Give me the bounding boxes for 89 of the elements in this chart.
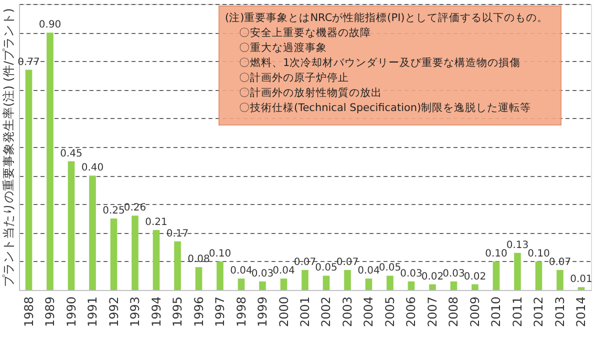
data-label: 0.17 xyxy=(166,228,189,240)
x-tick-label: 1988 xyxy=(22,296,36,328)
data-label: 0.04 xyxy=(230,266,252,277)
bar xyxy=(110,218,118,290)
bar xyxy=(259,281,266,290)
data-label: 0.07 xyxy=(548,256,572,268)
data-label: 0.03 xyxy=(442,268,465,280)
bar xyxy=(578,287,585,290)
data-label: 0.08 xyxy=(188,254,210,266)
data-label: 0.03 xyxy=(251,268,274,280)
x-tick-label: 1992 xyxy=(106,296,121,328)
bar xyxy=(132,216,138,290)
bar xyxy=(238,278,245,290)
annotation: 〇安全上重要な機器の故障 xyxy=(239,26,371,39)
data-label: 0.26 xyxy=(124,202,146,214)
annotation: 〇燃料、1次冷却材バウンダリー及び重要な構造物の損傷 xyxy=(239,56,521,69)
data-label: 0.02 xyxy=(421,271,444,282)
x-tick-label: 2006 xyxy=(404,296,418,328)
bar xyxy=(365,278,372,290)
x-tick-label: 2014 xyxy=(574,296,588,328)
x-tick-label: 1998 xyxy=(234,296,248,328)
data-label: 0.45 xyxy=(60,148,82,160)
bar xyxy=(514,252,521,290)
bar xyxy=(556,270,564,290)
data-label: 0.90 xyxy=(38,20,62,31)
data-label: 0.01 xyxy=(570,274,592,286)
data-label: 0.10 xyxy=(528,248,550,260)
x-tick-label: 1994 xyxy=(149,296,164,328)
x-tick-label: 1991 xyxy=(86,296,100,328)
data-label: 0.13 xyxy=(506,240,529,251)
x-tick-label: 2004 xyxy=(362,296,376,328)
x-tick-label: 1989 xyxy=(43,296,58,328)
annotation: 〇計画外の原子炉停止 xyxy=(239,71,349,84)
x-tick-label: 1990 xyxy=(64,296,78,328)
data-label: 0.07 xyxy=(336,256,359,268)
x-tick-label: 1996 xyxy=(192,296,206,328)
annotation: (注)重要事象とはNRCが性能指標(PI)として評価する以下のもの。 xyxy=(225,11,548,24)
bar xyxy=(429,284,436,290)
x-tick-label: 2013 xyxy=(552,296,567,328)
data-label: 0.25 xyxy=(102,206,125,216)
data-label: 0.77 xyxy=(18,56,40,68)
bar xyxy=(472,284,478,290)
bar xyxy=(46,32,54,290)
bar xyxy=(195,267,202,290)
x-tick-label: 1997 xyxy=(213,296,228,328)
x-tick-label: 2002 xyxy=(319,296,334,328)
data-label: 0.07 xyxy=(294,256,316,268)
x-tick-label: 2008 xyxy=(446,296,461,328)
x-tick-label: 2000 xyxy=(276,296,291,328)
x-tick-label: 2011 xyxy=(510,296,524,328)
x-tick-label: 2009 xyxy=(468,296,482,328)
data-label: 0.02 xyxy=(464,271,486,282)
bar xyxy=(344,270,351,290)
data-label: 0.10 xyxy=(485,248,508,260)
bar xyxy=(450,281,458,290)
bar xyxy=(216,261,224,290)
x-tick-label: 2005 xyxy=(382,296,397,328)
x-tick-label: 1999 xyxy=(256,296,270,328)
annotation: 〇重大な過渡事象 xyxy=(239,41,327,54)
bar xyxy=(174,241,181,290)
y-axis-title: プラント当たりの重要事象発生率(注) (件/プラント) xyxy=(2,8,16,287)
bar xyxy=(535,261,542,290)
data-label: 0.05 xyxy=(378,262,402,274)
data-label: 0.05 xyxy=(315,262,338,274)
x-tick-label: 2007 xyxy=(425,296,440,328)
annotation: 〇計画外の放射性物質の放出 xyxy=(239,86,382,99)
bar xyxy=(152,230,160,290)
bar xyxy=(322,276,330,290)
data-label: 0.40 xyxy=(81,162,104,174)
bar xyxy=(492,261,500,290)
x-tick-label: 2010 xyxy=(489,296,504,328)
bar xyxy=(280,278,288,290)
bar xyxy=(302,270,308,290)
x-tick-label: 2012 xyxy=(532,296,546,328)
x-tick-label: 2001 xyxy=(298,296,312,328)
x-tick-label: 1993 xyxy=(128,296,142,328)
bar xyxy=(25,70,32,290)
data-label: 0.03 xyxy=(400,268,422,280)
bar xyxy=(68,161,75,290)
annotation: 〇技術仕様(Technical Specification)制限を逸脱した運転等 xyxy=(239,101,532,114)
bar xyxy=(89,176,96,290)
data-label: 0.04 xyxy=(358,266,380,277)
bar xyxy=(408,281,415,290)
data-label: 0.10 xyxy=(208,248,232,260)
x-tick-label: 2003 xyxy=(340,296,354,328)
x-tick-label: 1995 xyxy=(170,296,185,328)
data-label: 0.04 xyxy=(272,266,295,277)
data-label: 0.21 xyxy=(145,216,168,228)
bar xyxy=(386,276,394,290)
